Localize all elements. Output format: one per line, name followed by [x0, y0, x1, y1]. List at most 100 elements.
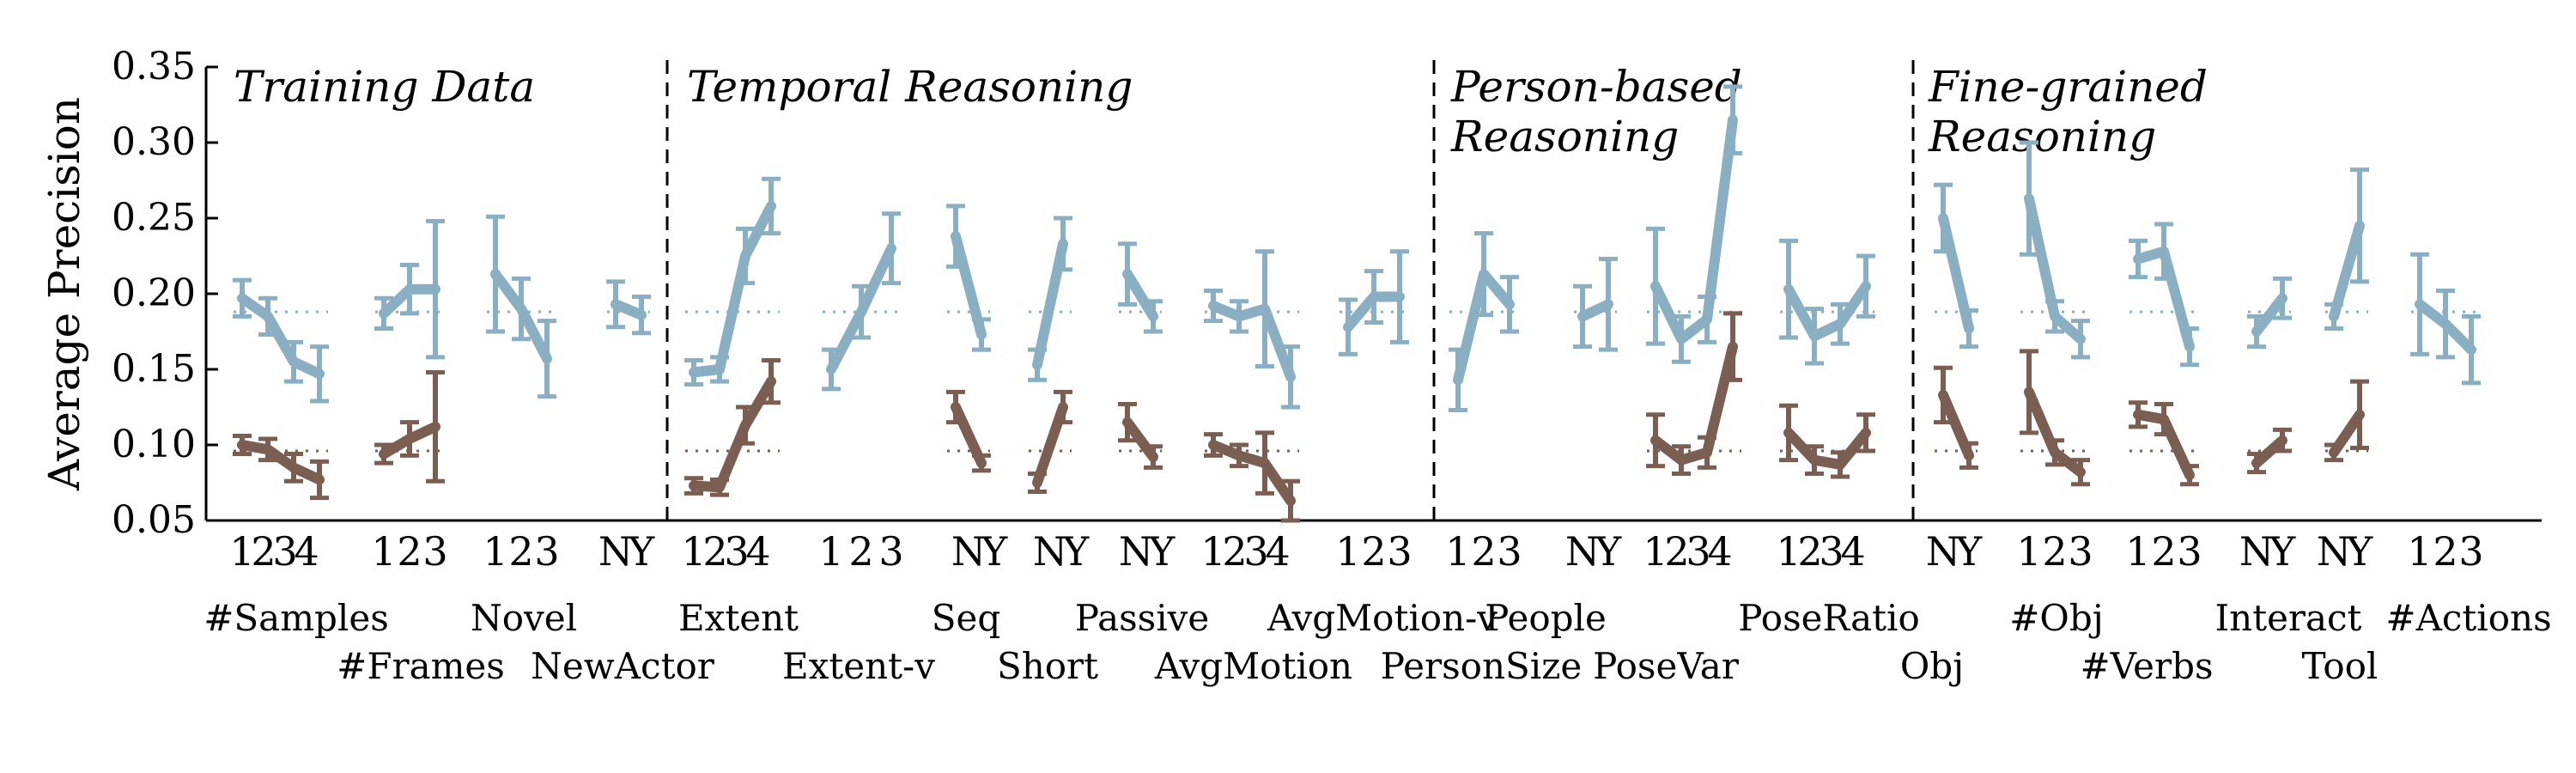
- series-line-blue-poseratio: [1783, 281, 1871, 342]
- data-point-blue: [744, 255, 746, 257]
- data-point-brown: [1839, 464, 1841, 466]
- x-sublabel: 4: [1840, 528, 1865, 575]
- x-sublabel: 3: [272, 528, 297, 575]
- x-sublabel: 2: [1222, 528, 1247, 575]
- series-line-brown-avgmotion: [1208, 440, 1296, 507]
- x-sublabel: N: [598, 528, 633, 575]
- series-line-blue-newactor: [611, 299, 647, 320]
- data-point-brown: [1968, 454, 1970, 456]
- x-sublabel: N: [1033, 528, 1067, 575]
- series-line-blue-people: [1577, 299, 1613, 322]
- data-point-blue: [2028, 198, 2030, 199]
- x-sublabel: 3: [1497, 528, 1522, 575]
- x-sublabel: 1: [2407, 528, 2432, 575]
- x-sublabel: N: [1119, 528, 1153, 575]
- y-tick-label: 0.30: [112, 120, 196, 164]
- section-title: Training Data: [234, 62, 535, 112]
- x-group-label-short: Short: [997, 645, 1098, 687]
- x-sublabel: 2: [1664, 528, 1689, 575]
- x-sublabel: 2: [848, 528, 873, 575]
- data-point-brown: [955, 406, 957, 408]
- x-group-label-novel: Novel: [471, 597, 577, 639]
- x-group-label-num-actions: #Actions: [2385, 597, 2551, 639]
- data-point-brown: [267, 448, 269, 450]
- data-point-brown: [293, 466, 295, 468]
- x-group-label-group: #Samples #Frames Novel NewActor Extent Extent…: [204, 597, 2551, 687]
- series-line-brown-posevar: [1650, 341, 1738, 466]
- x-group-label-passive: Passive: [1075, 597, 1210, 639]
- data-point-blue: [1607, 303, 1609, 305]
- series-line-blue-tool: [2329, 220, 2365, 322]
- data-point-blue: [1865, 285, 1867, 287]
- x-sublabel: 2: [1471, 528, 1496, 575]
- data-point-blue: [267, 315, 269, 317]
- data-point-brown: [2028, 391, 2030, 393]
- x-sublabel: 1: [371, 528, 396, 575]
- x-group-label-num-frames: #Frames: [337, 645, 505, 687]
- x-sublabel: 4: [294, 528, 319, 575]
- series-group: [233, 84, 2481, 523]
- x-sublabel: N: [1926, 528, 1960, 575]
- x-sublabel: 1: [229, 528, 254, 575]
- data-point-blue: [1968, 327, 1970, 329]
- data-point-blue: [1706, 319, 1708, 320]
- x-sublabel: 3: [1243, 528, 1268, 575]
- section-title: Reasoning: [1928, 112, 2156, 161]
- x-sublabel: Y: [2346, 528, 2373, 575]
- data-point-brown: [1152, 456, 1154, 458]
- x-group-label-interact: Interact: [2215, 597, 2362, 639]
- data-point-blue: [615, 303, 617, 305]
- y-tick-label: 0.15: [112, 347, 196, 391]
- x-sublabel: N: [2317, 528, 2351, 575]
- x-sublabel: 2: [2042, 528, 2067, 575]
- x-sublabel: N: [951, 528, 986, 575]
- data-point-blue: [981, 334, 982, 336]
- data-point-blue: [770, 205, 772, 207]
- data-point-blue: [1127, 273, 1128, 275]
- x-group-label-num-obj: #Obj: [2009, 597, 2104, 639]
- x-sublabel: Y: [1595, 528, 1622, 575]
- x-sublabel: 2: [397, 528, 422, 575]
- x-sublabel: 1: [2016, 528, 2041, 575]
- data-point-blue: [1212, 305, 1214, 307]
- x-sublabel: 3: [422, 528, 447, 575]
- data-point-blue: [495, 273, 496, 275]
- data-point-blue: [1942, 217, 1944, 219]
- data-point-brown: [693, 485, 695, 487]
- series-line-brown-passive: [1122, 417, 1158, 463]
- data-point-brown: [1062, 406, 1064, 408]
- data-point-blue: [1347, 326, 1349, 328]
- x-sublabel: Y: [1955, 528, 1983, 575]
- data-point-blue: [693, 372, 695, 374]
- data-point-blue: [1732, 119, 1734, 121]
- data-point-blue: [2445, 323, 2446, 325]
- series-line-brown-extent: [689, 376, 776, 493]
- series-line-brown-num-samples: [237, 440, 325, 485]
- section-title: Reasoning: [1450, 112, 1679, 161]
- x-sublabel: N: [2239, 528, 2274, 575]
- section-dividers: [665, 60, 1915, 520]
- series-line-brown-interact: [2251, 435, 2287, 469]
- x-sublabel: 3: [1686, 528, 1710, 575]
- data-point-blue: [1680, 338, 1682, 340]
- data-point-brown: [1264, 462, 1266, 464]
- x-sublabel: 3: [534, 528, 559, 575]
- x-group-label-seq: Seq: [932, 597, 1001, 639]
- y-tick-label: 0.20: [112, 271, 196, 315]
- x-sublabel: 1: [681, 528, 706, 575]
- data-point-blue: [641, 314, 642, 316]
- x-sublabel: 1: [818, 528, 843, 575]
- x-group-label-tool: Tool: [2302, 645, 2379, 687]
- x-sublabel: 4: [745, 528, 770, 575]
- data-point-blue: [830, 368, 832, 370]
- data-point-blue: [1264, 308, 1266, 310]
- x-group-label-newactor: NewActor: [531, 645, 715, 687]
- data-point-brown: [744, 424, 746, 426]
- data-point-brown: [1127, 422, 1128, 423]
- x-sublabel: Y: [1148, 528, 1176, 575]
- data-point-brown: [2333, 452, 2335, 453]
- data-point-blue: [241, 297, 243, 299]
- x-sublabel: 3: [878, 528, 903, 575]
